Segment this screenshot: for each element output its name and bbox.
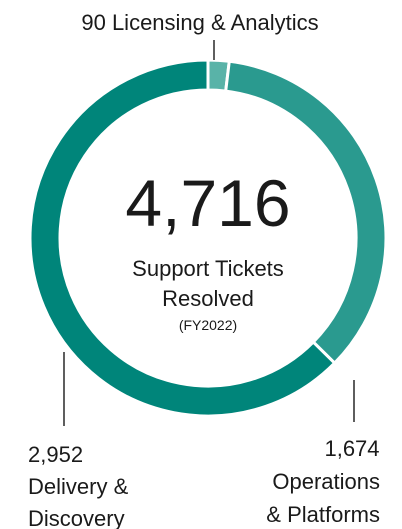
label-delivery-value: 2,952 [28,442,83,467]
donut-slices [28,58,388,418]
center-title: Support Tickets [132,256,284,281]
total-value: 4,716 [125,166,290,240]
label-delivery-line2: Discovery [28,506,125,529]
label-licensing: 90 Licensing & Analytics [81,10,318,35]
label-delivery-line1: Delivery & [28,474,129,499]
label-operations-line1: Operations [272,469,380,494]
donut-slice-delivery-discovery [28,58,337,418]
center-title-2: Resolved [162,286,254,311]
label-operations-value: 1,674 [324,436,379,461]
center-note: (FY2022) [179,317,237,333]
label-operations-line2: & Platforms [266,502,380,527]
